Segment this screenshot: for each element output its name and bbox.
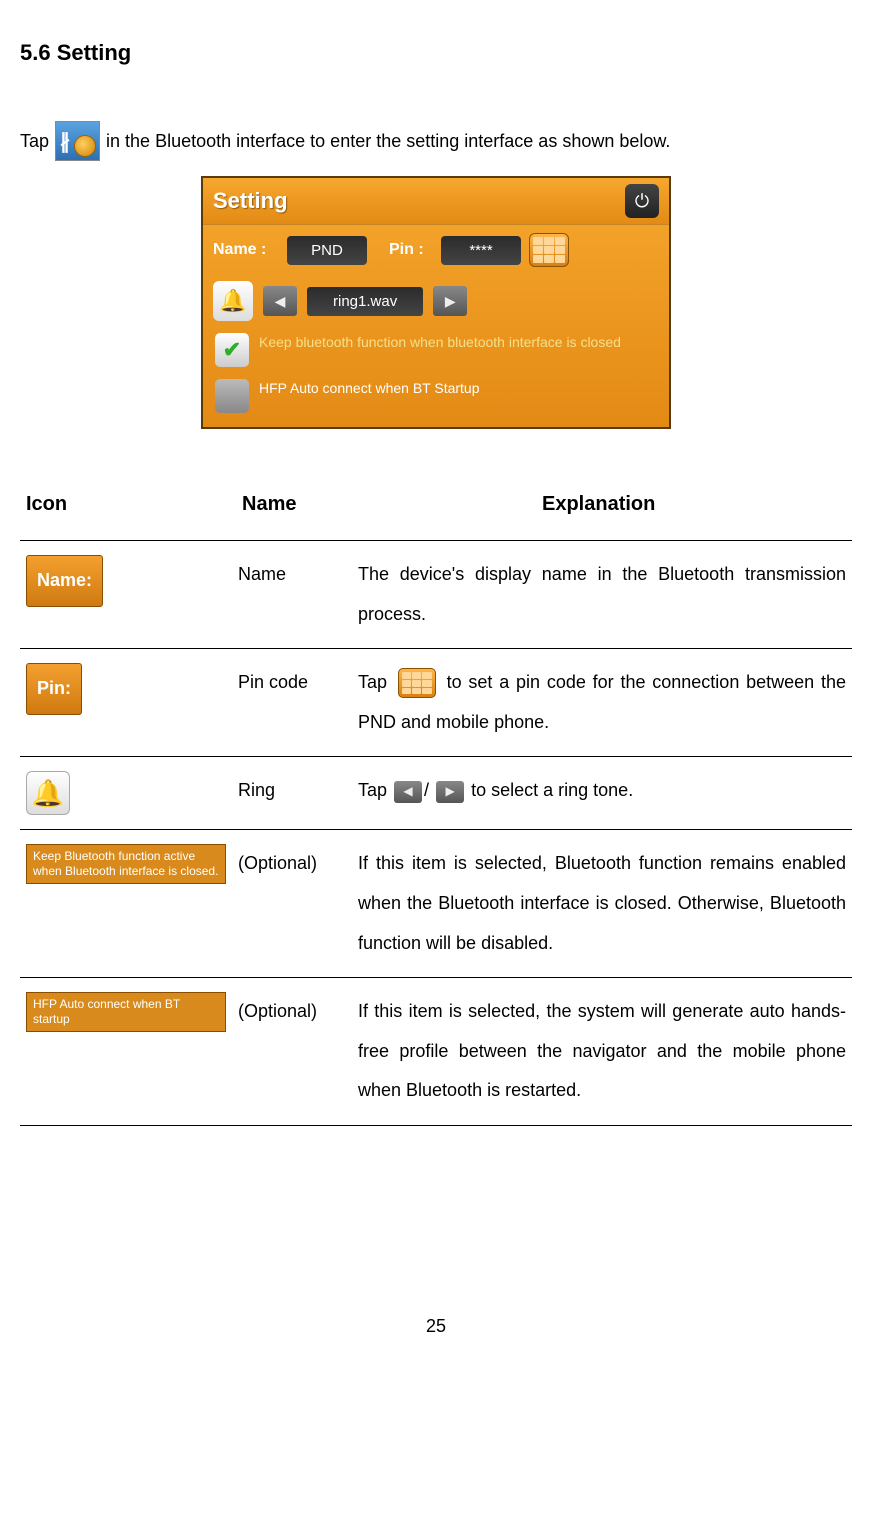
name-pin-row: Name : PND Pin : **** — [203, 225, 669, 275]
exp-before: Tap — [358, 780, 387, 800]
name-badge-icon: Name: — [26, 555, 103, 607]
checkbox-unchecked-icon[interactable]: ✔ — [215, 379, 249, 413]
name-cell: Name — [232, 541, 352, 649]
section-heading: 5.6 Setting — [20, 40, 852, 66]
keypad-icon[interactable] — [529, 233, 569, 267]
table-row: 🔔 Ring Tap ◀/ ▶ to select a ring tone. — [20, 757, 852, 830]
table-row: Keep Bluetooth function active when Blue… — [20, 830, 852, 978]
setting-panel: Setting ⏻ Name : PND Pin : **** 🔔 ◀ ring… — [201, 176, 671, 429]
gear-icon — [74, 135, 96, 157]
hfp-auto-connect-option-icon: HFP Auto connect when BT startup — [26, 992, 226, 1032]
panel-titlebar: Setting ⏻ — [203, 178, 669, 225]
option1-label: Keep bluetooth function when bluetooth i… — [259, 333, 621, 352]
bell-icon: 🔔 — [213, 281, 253, 321]
name-field[interactable]: PND — [287, 236, 367, 265]
header-explanation: Explanation — [352, 479, 852, 541]
icon-cell: HFP Auto connect when BT startup — [20, 978, 232, 1126]
explanation-cell: If this item is selected, the system wil… — [352, 978, 852, 1126]
header-icon: Icon — [20, 479, 232, 541]
bluetooth-settings-icon: ∦ — [55, 121, 100, 161]
icon-cell: Pin: — [20, 649, 232, 757]
ring-next-button[interactable]: ▶ — [433, 286, 467, 316]
icon-cell: Keep Bluetooth function active when Blue… — [20, 830, 232, 978]
ring-value: ring1.wav — [307, 287, 423, 316]
intro-after: in the Bluetooth interface to enter the … — [106, 127, 670, 156]
panel-title: Setting — [213, 188, 288, 214]
ring-row: 🔔 ◀ ring1.wav ▶ — [203, 275, 669, 327]
name-cell: Ring — [232, 757, 352, 830]
pin-field[interactable]: **** — [441, 236, 521, 265]
arrow-left-icon: ◀ — [394, 781, 422, 803]
intro-sentence: Tap ∦ in the Bluetooth interface to ente… — [20, 121, 852, 161]
explanation-cell: The device's display name in the Bluetoo… — [352, 541, 852, 649]
bluetooth-glyph: ∦ — [60, 126, 70, 158]
table-header-row: Icon Name Explanation — [20, 479, 852, 541]
icon-cell: 🔔 — [20, 757, 232, 830]
name-label: Name : — [213, 241, 279, 259]
page-number: 25 — [20, 1316, 852, 1337]
explanation-cell: Tap to set a pin code for the connection… — [352, 649, 852, 757]
keep-bluetooth-option-icon: Keep Bluetooth function active when Blue… — [26, 844, 226, 884]
exp-mid: / — [424, 780, 429, 800]
table-row: Pin: Pin code Tap to set a pin code for … — [20, 649, 852, 757]
option1-row[interactable]: ✔ Keep bluetooth function when bluetooth… — [203, 327, 669, 373]
power-icon[interactable]: ⏻ — [625, 184, 659, 218]
pin-label: Pin : — [389, 241, 433, 259]
exp-before: Tap — [358, 672, 387, 692]
icon-cell: Name: — [20, 541, 232, 649]
name-cell: Pin code — [232, 649, 352, 757]
table-row: Name: Name The device's display name in … — [20, 541, 852, 649]
explanation-cell: If this item is selected, Bluetooth func… — [352, 830, 852, 978]
header-name: Name — [232, 479, 352, 541]
setting-screenshot: Setting ⏻ Name : PND Pin : **** 🔔 ◀ ring… — [20, 176, 852, 429]
intro-before: Tap — [20, 127, 49, 156]
pin-badge-icon: Pin: — [26, 663, 82, 715]
option2-row[interactable]: ✔ HFP Auto connect when BT Startup — [203, 373, 669, 427]
checkbox-checked-icon[interactable]: ✔ — [215, 333, 249, 367]
exp-after: to select a ring tone. — [471, 780, 633, 800]
bell-icon: 🔔 — [26, 771, 70, 815]
option2-label: HFP Auto connect when BT Startup — [259, 379, 480, 398]
explanation-table: Icon Name Explanation Name: Name The dev… — [20, 479, 852, 1126]
arrow-right-icon: ▶ — [436, 781, 464, 803]
name-cell: (Optional) — [232, 978, 352, 1126]
ring-prev-button[interactable]: ◀ — [263, 286, 297, 316]
name-cell: (Optional) — [232, 830, 352, 978]
explanation-cell: Tap ◀/ ▶ to select a ring tone. — [352, 757, 852, 830]
table-row: HFP Auto connect when BT startup (Option… — [20, 978, 852, 1126]
keypad-icon — [398, 668, 436, 698]
